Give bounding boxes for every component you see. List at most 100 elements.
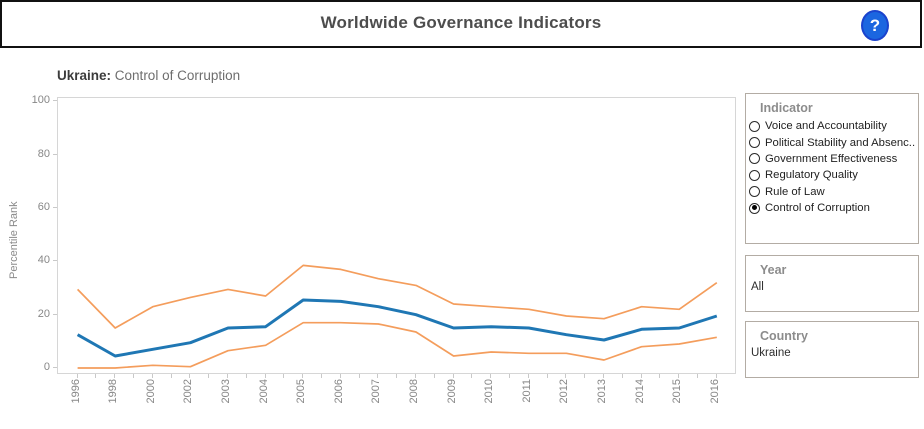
header-bar: Worldwide Governance Indicators ? <box>0 0 922 48</box>
x-tick <box>133 374 134 378</box>
x-tick <box>245 374 247 378</box>
y-tick-label: 60 <box>37 201 50 214</box>
x-tick-label: 2009 <box>445 379 458 404</box>
x-tick-label: 2003 <box>220 379 232 404</box>
x-tick-label: 2002 <box>182 379 195 404</box>
y-tick <box>53 367 57 368</box>
year-panel-title: Year <box>760 263 787 277</box>
x-tick-label: 2013 <box>596 379 608 404</box>
x-tick <box>565 374 567 378</box>
x-tick <box>433 374 435 378</box>
x-tick <box>396 374 398 378</box>
radio-icon[interactable] <box>749 153 760 165</box>
x-tick <box>678 374 680 378</box>
x-tick <box>640 374 642 378</box>
help-icon[interactable]: ? <box>861 10 889 41</box>
x-tick <box>358 374 360 378</box>
x-tick-label: 2004 <box>257 379 270 404</box>
y-tick-label: 20 <box>37 307 50 320</box>
x-tick <box>227 374 228 378</box>
x-tick <box>283 374 285 378</box>
radio-icon[interactable] <box>749 186 760 198</box>
x-tick-label: 2015 <box>671 379 684 404</box>
y-tick-label: 80 <box>37 147 50 160</box>
x-tick <box>339 374 341 378</box>
x-tick <box>377 374 379 378</box>
chart-title-country: Ukraine: <box>57 68 112 83</box>
x-tick <box>415 374 416 378</box>
x-tick-label: 2000 <box>144 379 157 404</box>
x-tick <box>471 374 473 378</box>
y-tick <box>53 313 57 315</box>
radio-label: Regulatory Quality <box>765 169 858 182</box>
radio-selected-icon[interactable] <box>749 202 760 214</box>
indicator-panel: Indicator Voice and Accountability Politi… <box>745 93 919 244</box>
x-tick <box>527 374 529 378</box>
y-tick <box>53 260 57 262</box>
indicator-option-regulatory-quality[interactable]: Regulatory Quality <box>746 167 918 183</box>
x-tick-label: 2014 <box>633 379 646 404</box>
x-tick <box>114 374 116 378</box>
plot-area <box>57 97 736 374</box>
x-tick-label: 1998 <box>107 379 120 404</box>
x-tick <box>546 374 548 378</box>
confidence-bound-line <box>77 321 717 369</box>
x-tick <box>76 374 78 378</box>
y-tick-label: 100 <box>31 94 50 107</box>
x-tick <box>452 374 454 378</box>
x-tick <box>490 374 492 378</box>
country-panel-title: Country <box>760 329 808 343</box>
x-tick <box>697 374 698 378</box>
x-tick <box>584 374 586 378</box>
radio-label: Rule of Law <box>765 185 825 198</box>
radio-label: Political Stability and Absenc.. <box>765 136 916 149</box>
x-tick <box>509 374 510 378</box>
country-panel: Country Ukraine <box>745 321 919 378</box>
x-tick-label: 2010 <box>483 379 496 404</box>
radio-label: Voice and Accountability <box>765 120 887 133</box>
country-value: Ukraine <box>751 347 791 359</box>
indicator-option-government-effectiveness[interactable]: Government Effectiveness <box>746 151 918 167</box>
x-tick-label: 2016 <box>708 379 721 404</box>
radio-icon[interactable] <box>749 137 760 149</box>
x-tick <box>621 374 623 378</box>
x-tick-label: 2008 <box>408 379 420 404</box>
x-tick <box>208 374 210 378</box>
y-tick <box>53 207 57 209</box>
x-tick-label: 1996 <box>69 379 82 404</box>
x-tick <box>321 374 322 378</box>
indicator-panel-title: Indicator <box>760 101 813 115</box>
x-tick <box>715 374 717 378</box>
radio-icon[interactable] <box>749 169 760 181</box>
page-title: Worldwide Governance Indicators <box>320 13 602 32</box>
year-panel: Year All <box>745 255 919 312</box>
x-tick-label: 2012 <box>558 379 571 404</box>
x-tick-label: 2007 <box>370 379 383 404</box>
radio-label: Control of Corruption <box>765 202 870 215</box>
indicator-option-rule-of-law[interactable]: Rule of Law <box>746 184 918 200</box>
x-tick <box>264 374 266 378</box>
x-tick <box>659 374 661 378</box>
y-tick-label: 0 <box>43 361 50 373</box>
x-tick <box>302 374 304 378</box>
y-tick <box>53 100 57 102</box>
line-chart <box>76 264 718 369</box>
x-tick <box>189 374 191 378</box>
indicator-option-political-stability-and-absenc[interactable]: Political Stability and Absenc.. <box>746 134 918 150</box>
x-tick-label: 2006 <box>332 379 345 404</box>
indicator-option-voice-and-accountability[interactable]: Voice and Accountability <box>746 118 918 134</box>
y-tick <box>53 153 57 155</box>
chart-title-indicator: Control of Corruption <box>114 68 241 83</box>
x-tick-label: 2011 <box>520 379 533 403</box>
radio-icon[interactable] <box>749 120 760 132</box>
x-tick <box>170 374 172 378</box>
indicator-option-control-of-corruption[interactable]: Control of Corruption <box>746 200 918 216</box>
x-tick-label: 2005 <box>295 379 308 404</box>
chart-title: Ukraine: Control of Corruption <box>57 68 240 83</box>
x-tick <box>603 374 604 378</box>
estimate-line <box>76 298 718 358</box>
radio-label: Government Effectiveness <box>765 152 898 165</box>
y-tick-label: 40 <box>37 254 50 267</box>
x-tick <box>151 374 153 378</box>
